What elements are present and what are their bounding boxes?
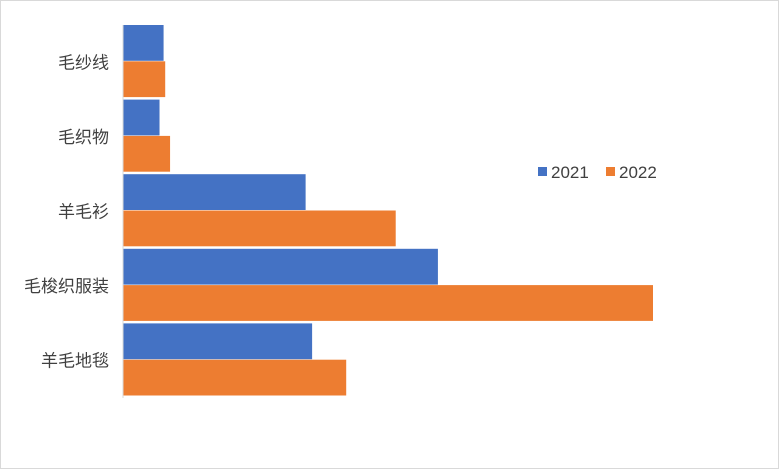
- bar-2022-4: [123, 359, 347, 396]
- bar-2021-0: [123, 25, 164, 61]
- bar-2021-1: [123, 99, 160, 136]
- bar-2022-0: [123, 61, 166, 98]
- legend-swatch-2022: [606, 167, 615, 176]
- legend-label-2021: 2021: [551, 163, 589, 182]
- legend-label-2022: 2022: [619, 163, 657, 182]
- category-label: 羊毛地毯: [41, 352, 109, 372]
- bar-2021-2: [123, 174, 306, 210]
- category-label: 毛纱线: [58, 53, 109, 73]
- category-label: 毛织物: [58, 128, 109, 148]
- category-label: 毛梭织服装: [24, 277, 109, 297]
- category-label: 羊毛衫: [58, 203, 109, 223]
- bar-2021-3: [123, 248, 438, 285]
- bar-2021-4: [123, 323, 313, 360]
- bar-2022-2: [123, 210, 396, 247]
- legend: 2021 2022: [538, 163, 657, 182]
- bars-group: [123, 25, 653, 396]
- bar-2022-1: [123, 135, 171, 172]
- legend-swatch-2021: [538, 167, 547, 176]
- bar-2022-3: [123, 285, 653, 321]
